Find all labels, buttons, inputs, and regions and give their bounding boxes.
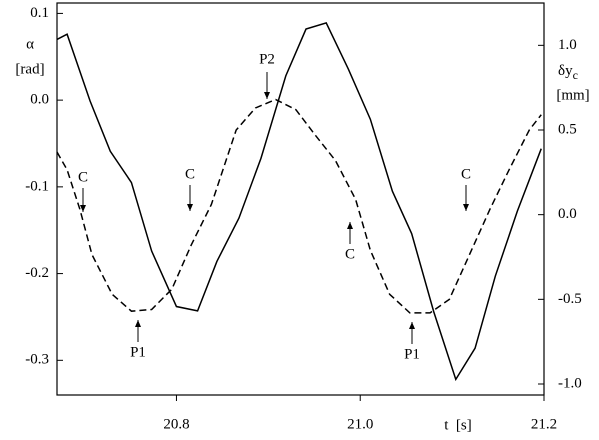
- y2-axis-label: δyc: [558, 63, 578, 81]
- y-tick-label: 0.0: [30, 92, 49, 108]
- annotation-arrowhead: [409, 322, 415, 329]
- annotation: C: [345, 246, 355, 262]
- x-tick-label: 21.0: [347, 416, 373, 432]
- annotation-arrowhead: [135, 320, 141, 327]
- y-tick-label: -0.2: [25, 265, 49, 281]
- x-tick-label: 21.2: [531, 416, 557, 432]
- data-line: [56, 98, 542, 314]
- annotation: C: [78, 169, 88, 185]
- x-axis-label: t [s]: [444, 417, 472, 433]
- y2-axis-unit: [mm]: [556, 87, 589, 103]
- x-tick-label: 20.8: [163, 416, 189, 432]
- annotation-arrowhead: [264, 92, 270, 99]
- annotation: C: [461, 166, 471, 182]
- annotation: P1: [130, 344, 146, 360]
- y2-tick-label: 1.0: [558, 37, 577, 53]
- y2-tick-label: 0.0: [558, 206, 577, 222]
- annotation-arrowhead: [463, 204, 469, 211]
- annotation-arrowhead: [80, 205, 86, 212]
- y-axis-label: α: [26, 36, 34, 52]
- annotation: P2: [259, 51, 275, 67]
- y2-tick-label: -1.0: [558, 375, 582, 391]
- y-tick-label: -0.3: [25, 352, 49, 368]
- y2-axis-label-sub: c: [573, 68, 578, 82]
- plot-frame: [56, 2, 545, 396]
- y-tick-label: 0.1: [30, 5, 49, 21]
- annotation: C: [185, 166, 195, 182]
- annotation: P1: [404, 346, 420, 362]
- data-line: [56, 22, 542, 382]
- y-tick-label: -0.1: [25, 178, 49, 194]
- annotation-arrowhead: [347, 222, 353, 229]
- y2-tick-label: 0.5: [558, 121, 577, 137]
- annotation-arrowhead: [187, 204, 193, 211]
- y2-axis-label-main: δy: [558, 63, 573, 79]
- y2-tick-label: -0.5: [558, 291, 582, 307]
- y-axis-unit: [rad]: [15, 61, 44, 77]
